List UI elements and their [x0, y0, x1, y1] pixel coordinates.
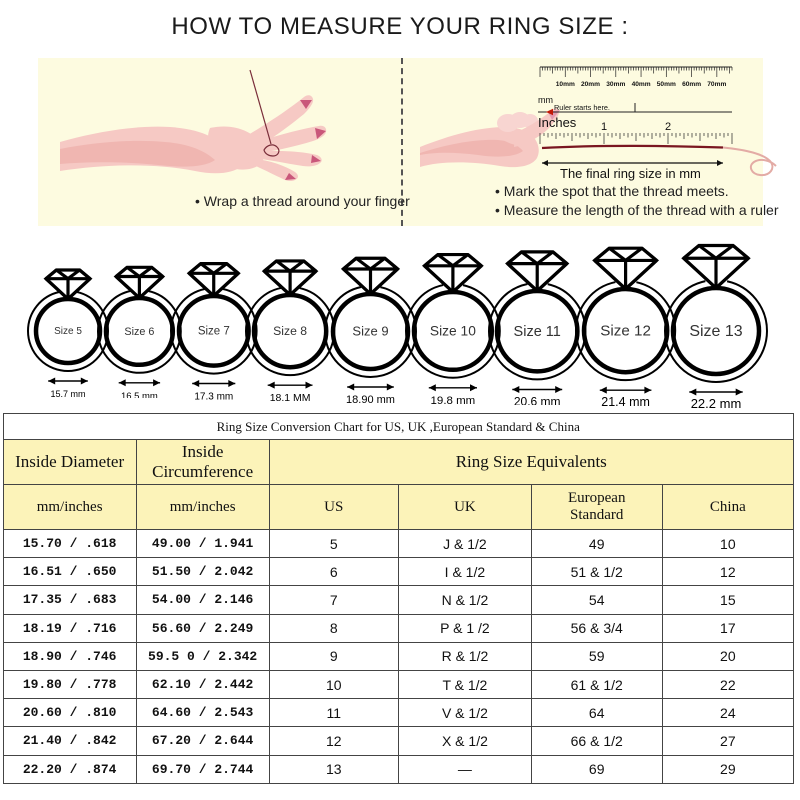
svg-text:21.4 mm: 21.4 mm: [601, 396, 650, 407]
svg-text:1: 1: [601, 121, 607, 133]
svg-text:16.5 mm: 16.5 mm: [121, 390, 158, 398]
svg-text:18.90 mm: 18.90 mm: [346, 394, 395, 403]
svg-text:20mm: 20mm: [581, 81, 600, 88]
svg-text:20.6 mm: 20.6 mm: [514, 394, 561, 405]
svg-text:60mm: 60mm: [682, 81, 701, 88]
svg-text:17.3 mm: 17.3 mm: [194, 392, 233, 400]
svg-text:Size 8: Size 8: [273, 324, 307, 338]
svg-text:Inches: Inches: [538, 115, 577, 130]
svg-text:Size 5: Size 5: [54, 326, 82, 337]
svg-text:18.1 MM: 18.1 MM: [270, 393, 311, 401]
svg-text:10mm: 10mm: [556, 81, 575, 88]
svg-text:Size 9: Size 9: [352, 323, 388, 338]
svg-text:40mm: 40mm: [632, 81, 651, 88]
svg-text:Size 7: Size 7: [198, 326, 230, 338]
svg-text:15.7 mm: 15.7 mm: [50, 389, 85, 397]
svg-text:19.8 mm: 19.8 mm: [430, 395, 475, 404]
svg-text:Ruler starts here.: Ruler starts here.: [554, 103, 610, 112]
svg-text:50mm: 50mm: [657, 81, 676, 88]
svg-text:30mm: 30mm: [606, 81, 625, 88]
svg-text:mm: mm: [538, 95, 553, 105]
svg-text:70mm: 70mm: [707, 81, 726, 88]
svg-text:Size 11: Size 11: [514, 324, 561, 340]
svg-text:22.2 mm: 22.2 mm: [691, 396, 742, 408]
svg-text:Size 13: Size 13: [689, 323, 742, 340]
svg-text:Size 6: Size 6: [124, 325, 154, 337]
svg-text:Size 12: Size 12: [600, 323, 651, 340]
svg-text:2: 2: [665, 121, 671, 133]
svg-text:Size 10: Size 10: [429, 323, 475, 338]
